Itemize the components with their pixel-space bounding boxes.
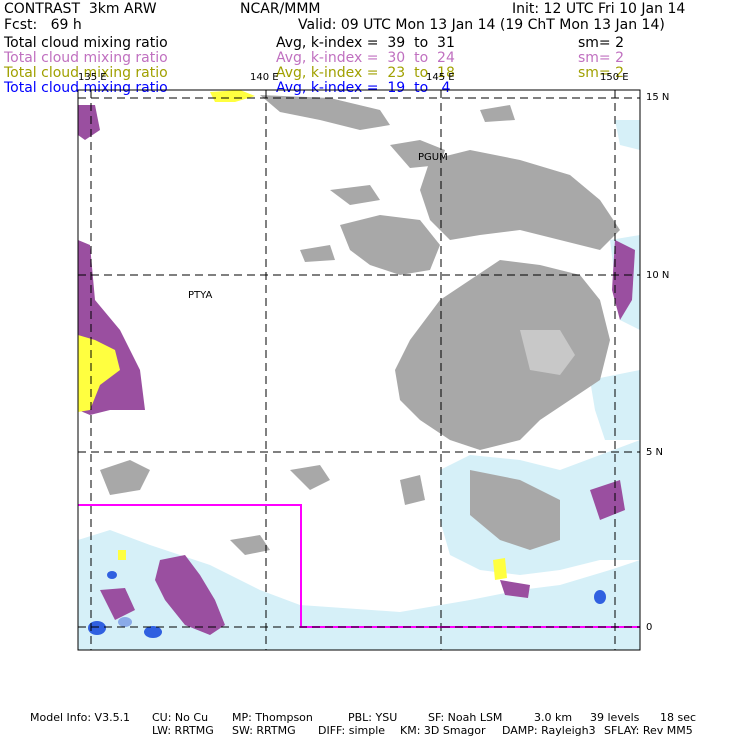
lon-label-145: 145 E [426,72,455,83]
station-pgum: PGUM [418,152,448,163]
valid-time: Valid: 09 UTC Mon 13 Jan 14 (19 ChT Mon … [298,17,665,33]
legend-range-3: Avg, k-index = 23 to 18 [276,65,455,81]
lat-label-5n: 5 N [646,447,664,458]
lon-label-135: 135 E [78,72,107,83]
lat-label-15n: 15 N [646,92,670,103]
lat-label-10n: 10 N [646,270,670,281]
org-label: NCAR/MMM [240,1,321,17]
legend-field-2: Total cloud mixing ratio [4,50,168,66]
legend-range-2: Avg, k-index = 30 to 24 [276,50,455,66]
init-time: Init: 12 UTC Fri 10 Jan 14 [512,1,686,17]
lat-label-eq: 0 [646,622,653,633]
yellow-cloud-layer [78,90,507,580]
legend-sm-1: sm= 2 [578,35,625,51]
lon-label-150: 150 E [600,72,629,83]
lon-label-140: 140 E [250,72,279,83]
legend-field-3: Total cloud mixing ratio [4,65,168,81]
station-ptya: PTYA [188,290,213,301]
purple-cloud-layer [78,105,635,635]
legend-field-1: Total cloud mixing ratio [4,35,168,51]
legend-range-1: Avg, k-index = 39 to 31 [276,35,455,51]
forecast-hour: Fcst: 69 h [4,17,82,33]
legend-sm-3: sm= 2 [578,65,625,81]
map-frame [77,89,641,651]
lat-lon-grid [78,90,640,650]
gray-cloud-layer [100,95,620,555]
legend-field-4: Total cloud mixing ratio [4,80,168,96]
legend-range-4: Avg, k-index = 19 to 4 [276,80,451,96]
blue-cloud-layer [88,571,606,638]
model-title: CONTRAST 3km ARW [4,1,157,17]
legend-sm-2: sm= 2 [578,50,625,66]
